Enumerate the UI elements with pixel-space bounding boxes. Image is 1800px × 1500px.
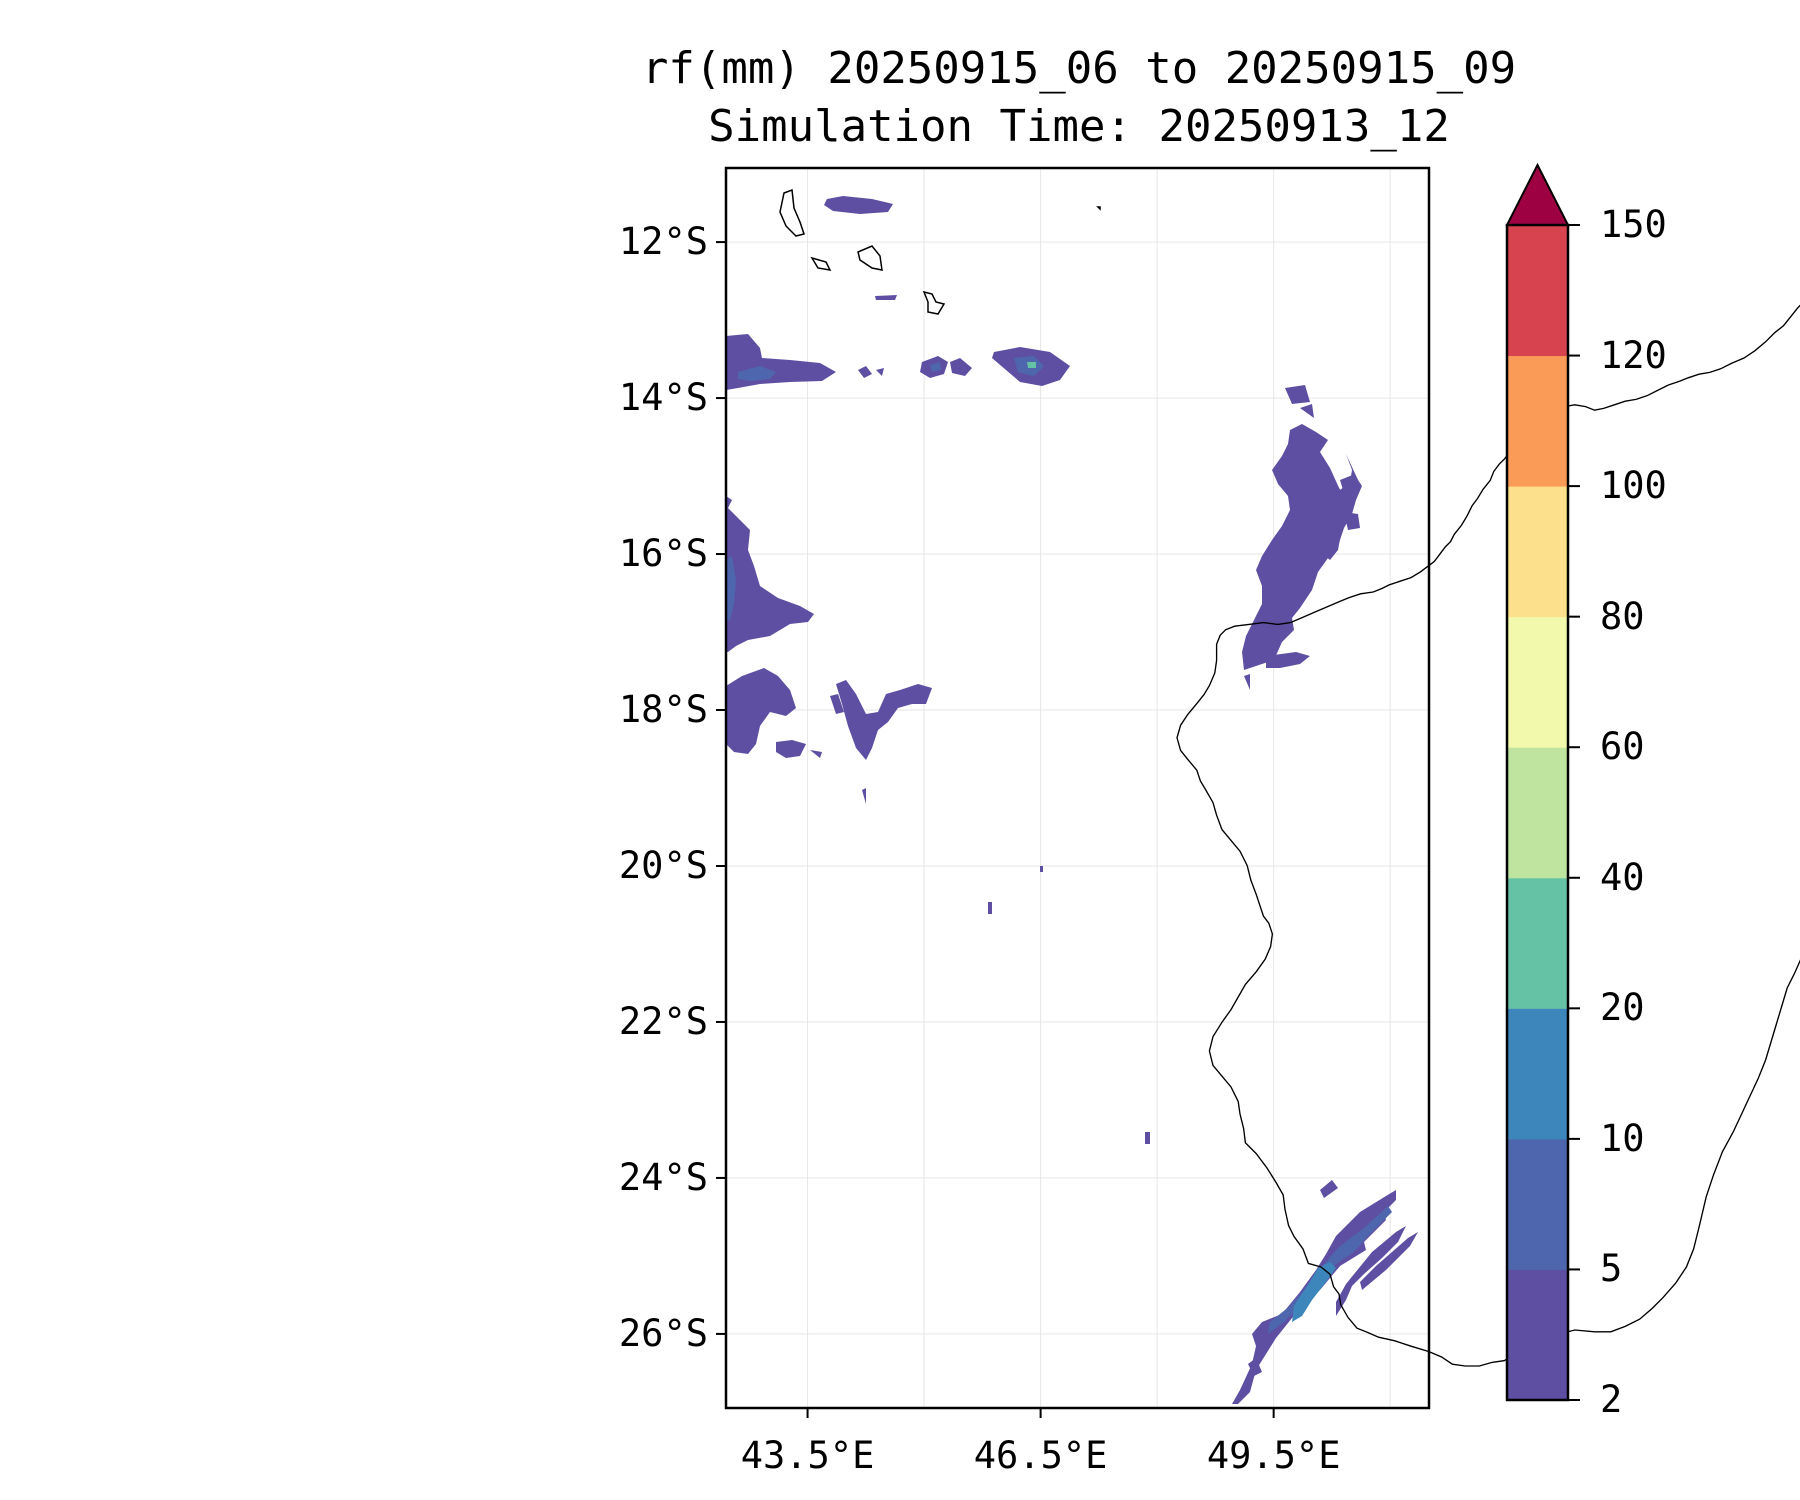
madagascar-coastline — [1176, 304, 1800, 1367]
rain-patch — [1244, 674, 1250, 690]
lat-tick-label: 12°S — [618, 220, 708, 264]
island — [779, 188, 805, 237]
rain-patch — [950, 358, 972, 376]
rain-patch — [1027, 362, 1036, 368]
colorbar-frame — [1505, 223, 1570, 1402]
colorbar-segment — [1507, 1138, 1568, 1270]
rain-patch — [1344, 512, 1360, 530]
rain-patch — [1145, 1132, 1150, 1144]
lat-tick-label: 22°S — [618, 999, 708, 1043]
rain-patch — [1242, 424, 1362, 670]
map-gridlines — [726, 168, 1429, 1408]
axis-ticks — [716, 241, 1275, 1418]
rain-patch — [810, 750, 822, 758]
colorbar-tick-label: 150 — [1600, 203, 1667, 246]
colorbar-tick-label: 40 — [1600, 855, 1645, 899]
rain-patch — [1340, 474, 1360, 500]
rain-patch — [738, 366, 776, 381]
rain-patch — [1266, 652, 1310, 668]
rain-patch — [930, 362, 941, 372]
rain-patch — [862, 788, 866, 804]
rain-patch — [1306, 476, 1348, 560]
rain-patch — [1285, 385, 1310, 404]
rain-patch — [988, 902, 992, 914]
colorbar-segment — [1507, 225, 1568, 357]
colorbar-tick-label: 2 — [1600, 1378, 1623, 1421]
rain-patch — [830, 694, 844, 714]
island — [1096, 206, 1101, 211]
colorbar-tick-label: 60 — [1600, 725, 1645, 769]
offshore-islands — [779, 188, 1101, 315]
colorbar-tick-label: 10 — [1600, 1116, 1645, 1160]
rain-patch — [824, 196, 893, 214]
rain-patch — [1248, 1358, 1262, 1376]
rain-patch — [876, 368, 884, 376]
rain-patch — [726, 668, 796, 754]
rain-patch — [726, 496, 814, 652]
rain-patch — [1360, 1232, 1418, 1290]
colorbar-segment — [1507, 1269, 1568, 1401]
colorbar-tick-label: 100 — [1600, 464, 1667, 508]
map-title-line2: Simulation Time: 20250913_12 — [708, 101, 1450, 152]
colorbar-tick-label: 120 — [1600, 333, 1667, 377]
colorbar-tick-label: 20 — [1600, 986, 1645, 1030]
rain-patch — [1300, 404, 1314, 418]
island — [922, 290, 946, 315]
lat-tick-label: 14°S — [618, 376, 708, 420]
map-title-line1: rf(mm) 20250915_06 to 20250915_09 — [641, 43, 1517, 94]
rain-patch — [875, 295, 897, 300]
lat-tick-label: 16°S — [618, 532, 708, 576]
rain-patch — [1320, 1180, 1338, 1198]
rain-patch — [836, 680, 932, 760]
lon-tick-label: 43.5°E — [740, 1434, 875, 1477]
madagascar-outline — [1176, 304, 1800, 1367]
rain-patch — [726, 334, 836, 390]
rain-patch — [1336, 1226, 1406, 1316]
rain-patch — [1292, 1262, 1336, 1322]
colorbar-tick-label: 80 — [1600, 594, 1645, 638]
lat-tick-label: 18°S — [618, 688, 708, 731]
lat-tick-label: 26°S — [618, 1311, 708, 1355]
rain-patch — [726, 556, 736, 622]
colorbar-segment — [1507, 355, 1568, 487]
lon-tick-label: 49.5°E — [1206, 1434, 1341, 1477]
lat-tick-label: 24°S — [618, 1155, 708, 1199]
colorbar-segment — [1507, 747, 1568, 879]
colorbar-segment — [1507, 616, 1568, 748]
rainfall-contours — [726, 196, 1418, 1404]
colorbar-segment — [1507, 877, 1568, 1009]
lat-tick-label: 20°S — [618, 843, 708, 887]
rain-patch — [858, 366, 872, 378]
colorbar-extend-arrow — [1505, 162, 1570, 226]
map-frame — [724, 166, 1431, 1410]
lon-tick-label: 46.5°E — [973, 1434, 1108, 1477]
island — [810, 256, 832, 271]
colorbar-segment — [1507, 486, 1568, 618]
colorbar — [1505, 162, 1580, 1402]
island — [857, 245, 883, 271]
rain-patch — [776, 740, 806, 758]
colorbar-segment — [1507, 1008, 1568, 1140]
colorbar-tick-label: 5 — [1600, 1247, 1623, 1291]
rain-patch — [1040, 866, 1043, 872]
